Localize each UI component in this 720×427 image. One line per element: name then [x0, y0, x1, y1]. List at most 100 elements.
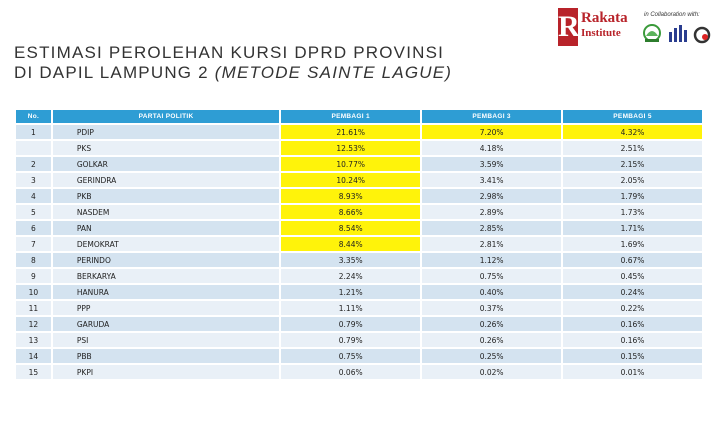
table-row: 9 BERKARYA 2.24% 0.75% 0.45%: [16, 269, 702, 283]
cell-pembagi-3: 0.75%: [422, 269, 562, 283]
cell-party: PKS: [52, 141, 280, 155]
cell-pembagi-5: 2.05%: [563, 173, 702, 187]
cell-pembagi-1: 10.24%: [281, 173, 421, 187]
table-row: 6 PAN 8.54% 2.85% 1.71%: [16, 221, 702, 235]
table-row: 12 GARUDA 0.79% 0.26% 0.16%: [16, 317, 702, 331]
col-header-party: PARTAI POLITIK: [52, 110, 280, 123]
cell-no: 1: [16, 125, 51, 139]
cell-party: BERKARYA: [52, 269, 280, 283]
cell-pembagi-3: 4.18%: [422, 141, 562, 155]
cell-party: DEMOKRAT: [52, 237, 280, 251]
cell-party: PDIP: [52, 125, 280, 139]
table-row: 10 HANURA 1.21% 0.40% 0.24%: [16, 285, 702, 299]
cell-pembagi-1: 8.93%: [281, 189, 421, 203]
cell-pembagi-5: 0.16%: [563, 333, 702, 347]
seat-estimate-table: No. PARTAI POLITIK PEMBAGI 1 PEMBAGI 3 P…: [14, 108, 704, 381]
cell-pembagi-1: 0.06%: [281, 365, 421, 379]
cell-pembagi-5: 1.73%: [563, 205, 702, 219]
cell-party: GARUDA: [52, 317, 280, 331]
rakata-logo-sub: Institute: [581, 27, 621, 39]
cell-pembagi-1: 12.53%: [281, 141, 421, 155]
cell-party: PAN: [52, 221, 280, 235]
cell-no: 10: [16, 285, 51, 299]
col-header-pembagi-1: PEMBAGI 1: [281, 110, 421, 123]
table-row: 7 DEMOKRAT 8.44% 2.81% 1.69%: [16, 237, 702, 251]
cell-party: PPP: [52, 301, 280, 315]
cell-pembagi-3: 0.37%: [422, 301, 562, 315]
partner-logo-circle-icon: [693, 26, 711, 44]
cell-no: 5: [16, 205, 51, 219]
cell-pembagi-3: 7.20%: [422, 125, 562, 139]
cell-pembagi-3: 0.25%: [422, 349, 562, 363]
cell-party: PSI: [52, 333, 280, 347]
cell-no: [16, 141, 51, 155]
title-dapil: DI DAPIL LAMPUNG 2: [14, 63, 209, 82]
table-row: 1 PDIP 21.61% 7.20% 4.32%: [16, 125, 702, 139]
cell-pembagi-1: 21.61%: [281, 125, 421, 139]
table-row: 4 PKB 8.93% 2.98% 1.79%: [16, 189, 702, 203]
cell-pembagi-3: 2.89%: [422, 205, 562, 219]
cell-pembagi-5: 0.15%: [563, 349, 702, 363]
cell-pembagi-3: 3.41%: [422, 173, 562, 187]
page-title: ESTIMASI PEROLEHAN KURSI DPRD PROVINSI D…: [14, 43, 452, 83]
col-header-pembagi-5: PEMBAGI 5: [563, 110, 702, 123]
cell-pembagi-5: 1.69%: [563, 237, 702, 251]
cell-no: 2: [16, 157, 51, 171]
cell-pembagi-5: 0.24%: [563, 285, 702, 299]
cell-pembagi-5: 0.01%: [563, 365, 702, 379]
cell-no: 3: [16, 173, 51, 187]
cell-pembagi-1: 8.54%: [281, 221, 421, 235]
cell-party: PERINDO: [52, 253, 280, 267]
cell-pembagi-1: 8.66%: [281, 205, 421, 219]
cell-no: 8: [16, 253, 51, 267]
cell-pembagi-3: 1.12%: [422, 253, 562, 267]
table-row: 2 GOLKAR 10.77% 3.59% 2.15%: [16, 157, 702, 171]
rakata-logo: R Rakata Institute: [558, 8, 636, 48]
partner-logo-green-icon: [643, 24, 661, 42]
cell-party: GERINDRA: [52, 173, 280, 187]
table-row: 8 PERINDO 3.35% 1.12% 0.67%: [16, 253, 702, 267]
table-row: 14 PBB 0.75% 0.25% 0.15%: [16, 349, 702, 363]
cell-no: 6: [16, 221, 51, 235]
table-row: 5 NASDEM 8.66% 2.89% 1.73%: [16, 205, 702, 219]
table-row: PKS 12.53% 4.18% 2.51%: [16, 141, 702, 155]
col-header-pembagi-3: PEMBAGI 3: [422, 110, 562, 123]
cell-pembagi-3: 0.02%: [422, 365, 562, 379]
cell-pembagi-3: 2.81%: [422, 237, 562, 251]
cell-pembagi-3: 0.26%: [422, 317, 562, 331]
cell-pembagi-3: 2.98%: [422, 189, 562, 203]
collab-text: in Collaboration with:: [644, 12, 700, 18]
cell-pembagi-5: 0.16%: [563, 317, 702, 331]
cell-no: 15: [16, 365, 51, 379]
cell-pembagi-1: 10.77%: [281, 157, 421, 171]
cell-pembagi-1: 0.79%: [281, 317, 421, 331]
cell-pembagi-5: 1.71%: [563, 221, 702, 235]
table-row: 11 PPP 1.11% 0.37% 0.22%: [16, 301, 702, 315]
cell-pembagi-1: 1.11%: [281, 301, 421, 315]
table-header-row: No. PARTAI POLITIK PEMBAGI 1 PEMBAGI 3 P…: [16, 110, 702, 123]
cell-party: NASDEM: [52, 205, 280, 219]
cell-pembagi-5: 2.15%: [563, 157, 702, 171]
cell-pembagi-5: 0.22%: [563, 301, 702, 315]
cell-pembagi-1: 1.21%: [281, 285, 421, 299]
cell-pembagi-5: 1.79%: [563, 189, 702, 203]
cell-no: 11: [16, 301, 51, 315]
cell-pembagi-1: 0.75%: [281, 349, 421, 363]
cell-pembagi-5: 0.67%: [563, 253, 702, 267]
rakata-logo-mark: R: [558, 8, 580, 46]
cell-no: 14: [16, 349, 51, 363]
cell-no: 12: [16, 317, 51, 331]
cell-no: 4: [16, 189, 51, 203]
title-line-2: DI DAPIL LAMPUNG 2 (METODE SAINTE LAGUE): [14, 63, 452, 83]
cell-pembagi-1: 3.35%: [281, 253, 421, 267]
cell-no: 7: [16, 237, 51, 251]
cell-party: PKB: [52, 189, 280, 203]
partner-logo-bars-icon: [669, 25, 687, 42]
cell-pembagi-3: 0.26%: [422, 333, 562, 347]
cell-party: HANURA: [52, 285, 280, 299]
cell-no: 9: [16, 269, 51, 283]
cell-party: PBB: [52, 349, 280, 363]
title-method: (METODE SAINTE LAGUE): [214, 63, 453, 82]
table-row: 15 PKPI 0.06% 0.02% 0.01%: [16, 365, 702, 379]
cell-pembagi-3: 0.40%: [422, 285, 562, 299]
